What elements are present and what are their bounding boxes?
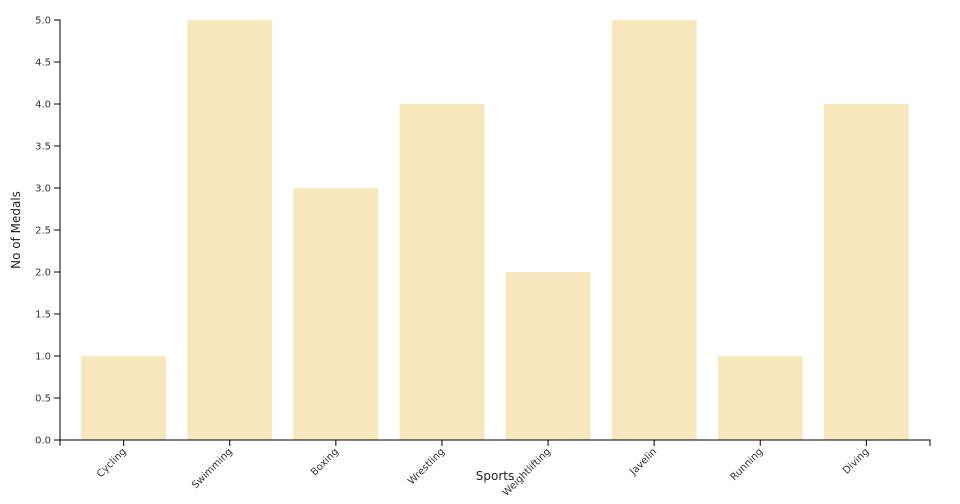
bar-cycling [81, 356, 167, 440]
bar-running [717, 356, 803, 440]
bars [81, 20, 909, 440]
y-axis-title: No of Medals [9, 191, 23, 269]
y-tick-label: 3.5 [35, 142, 51, 153]
x-tick-label: Javelin [627, 446, 659, 478]
y-tick-label: 1.0 [35, 352, 51, 363]
bar-wrestling [399, 104, 485, 440]
x-axis-line [59, 439, 931, 446]
x-tick-label: Wrestling [406, 446, 447, 487]
x-tick-label: Diving [841, 446, 871, 476]
y-axis: 0.0 0.5 1.0 1.5 2.0 2.5 3.0 3.5 4.0 4.5 5.0 [35, 16, 61, 447]
y-tick-label: 0.5 [35, 394, 51, 405]
y-tick-label: 5.0 [35, 16, 51, 27]
y-tick-label: 3.0 [35, 184, 51, 195]
y-tick-label: 2.5 [35, 226, 51, 237]
y-tick-label: 0.0 [35, 436, 51, 447]
x-axis-title: Sports [476, 469, 514, 483]
x-tick-label: Boxing [309, 446, 341, 478]
y-tick-label: 4.5 [35, 58, 51, 69]
bar-javelin [611, 20, 697, 440]
y-tick-label: 4.0 [35, 100, 51, 111]
bar-weightlifting [505, 272, 591, 440]
bar-swimming [187, 20, 273, 440]
y-axis-line [54, 19, 61, 441]
x-tick-label: Cycling [95, 446, 129, 480]
x-tick-label: Running [729, 446, 766, 483]
y-tick-label: 1.5 [35, 310, 51, 321]
y-tick-label: 2.0 [35, 268, 51, 279]
bar-diving [823, 104, 909, 440]
x-tick-label: Swimming [190, 446, 235, 491]
bar-boxing [293, 188, 379, 440]
